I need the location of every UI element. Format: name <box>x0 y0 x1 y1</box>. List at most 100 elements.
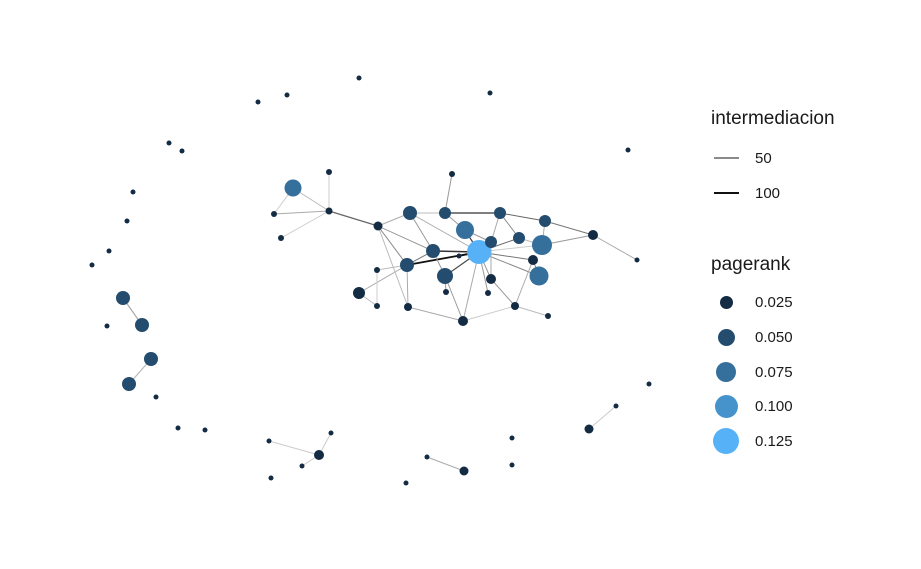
graph-node <box>456 221 474 239</box>
graph-node <box>325 207 333 215</box>
graph-node <box>588 230 598 240</box>
graph-node <box>634 257 640 263</box>
graph-edge <box>406 264 409 308</box>
node-legend-title: pagerank <box>711 254 791 275</box>
edge-legend-line <box>713 192 739 194</box>
graph-edge <box>514 305 549 317</box>
graph-node <box>613 403 619 409</box>
graph-node <box>179 148 185 154</box>
graph-node <box>284 179 302 197</box>
graph-node <box>467 240 491 264</box>
node-legend-item: 0.050 <box>711 325 793 349</box>
edge-legend-item: 50 <box>711 146 772 170</box>
graph-edge <box>444 173 453 214</box>
graph-node <box>353 287 365 299</box>
node-legend-label: 0.125 <box>755 432 793 450</box>
graph-node <box>485 290 491 296</box>
graph-node <box>509 462 515 468</box>
graph-node <box>144 352 158 366</box>
graph-node <box>403 480 409 486</box>
node-legend-dot <box>716 362 736 382</box>
graph-node <box>130 189 136 195</box>
node-legend-label: 0.025 <box>755 293 793 311</box>
graph-edge <box>409 212 480 253</box>
graph-node <box>116 291 130 305</box>
graph-edge <box>462 305 516 322</box>
node-legend-item: 0.025 <box>711 290 793 314</box>
graph-node <box>487 90 493 96</box>
graph-node <box>400 258 414 272</box>
graph-node <box>328 430 334 436</box>
graph-node <box>456 253 462 259</box>
graph-edge <box>273 210 330 215</box>
node-legend-dot <box>714 394 738 418</box>
graph-edge <box>499 212 546 222</box>
edge-legend-item: 100 <box>711 181 780 205</box>
graph-node <box>202 427 208 433</box>
graph-node <box>486 274 496 284</box>
graph-node <box>424 454 430 460</box>
graph-node <box>326 169 332 175</box>
graph-node <box>278 235 284 241</box>
graph-node <box>459 466 469 476</box>
graph-node <box>443 289 449 295</box>
node-legend-dot <box>719 295 733 309</box>
graph-node <box>439 207 451 219</box>
graph-edge <box>592 234 638 261</box>
graph-edge <box>588 405 617 430</box>
graph-node <box>373 221 383 231</box>
graph-node <box>539 215 551 227</box>
graph-node <box>104 323 110 329</box>
edge-legend-title: intermediacion <box>711 108 835 129</box>
graph-node <box>374 267 380 273</box>
graph-node <box>509 435 515 441</box>
graph-node <box>528 255 538 265</box>
graph-edge <box>268 440 320 456</box>
graph-node <box>89 262 95 268</box>
graph-node <box>513 232 525 244</box>
node-legend-label: 0.050 <box>755 328 793 346</box>
graph-node <box>299 463 305 469</box>
graph-edge <box>280 210 330 239</box>
graph-edge <box>328 210 379 227</box>
graph-node <box>403 206 417 220</box>
edge-legend-line <box>713 157 739 159</box>
graph-node <box>485 236 497 248</box>
graph-node <box>268 475 274 481</box>
graph-edge <box>409 212 434 252</box>
node-layer <box>89 75 652 486</box>
graph-node <box>545 313 551 319</box>
graph-node <box>356 75 362 81</box>
graph-edge <box>426 456 465 472</box>
graph-node <box>437 268 453 284</box>
graph-node <box>426 244 440 258</box>
graph-edge <box>544 220 594 236</box>
graph-edge <box>514 259 534 307</box>
graph-node <box>122 377 136 391</box>
edge-layer <box>122 172 638 472</box>
node-legend-dot <box>717 328 735 346</box>
edge-legend-label: 100 <box>755 184 781 202</box>
graph-node <box>166 140 172 146</box>
graph-node <box>532 235 552 255</box>
node-legend-item: 0.075 <box>711 360 793 384</box>
node-legend-item: 0.125 <box>711 428 793 454</box>
graph-edge <box>377 225 408 266</box>
graph-node <box>404 303 412 311</box>
graph-node <box>153 394 159 400</box>
node-legend-item: 0.100 <box>711 394 793 418</box>
node-legend-label: 0.075 <box>755 363 793 381</box>
graph-node <box>124 218 130 224</box>
graph-edge <box>377 225 409 308</box>
graph-node <box>106 248 112 254</box>
graph-edge <box>407 306 464 322</box>
graph-node <box>135 318 149 332</box>
node-legend-dot <box>713 428 739 454</box>
node-legend-label: 0.100 <box>755 397 793 415</box>
graph-node <box>584 424 594 434</box>
graph-node <box>449 171 455 177</box>
graph-node <box>175 425 181 431</box>
graph-node <box>284 92 290 98</box>
edge-legend-label: 50 <box>755 149 772 167</box>
graph-node <box>529 266 549 286</box>
